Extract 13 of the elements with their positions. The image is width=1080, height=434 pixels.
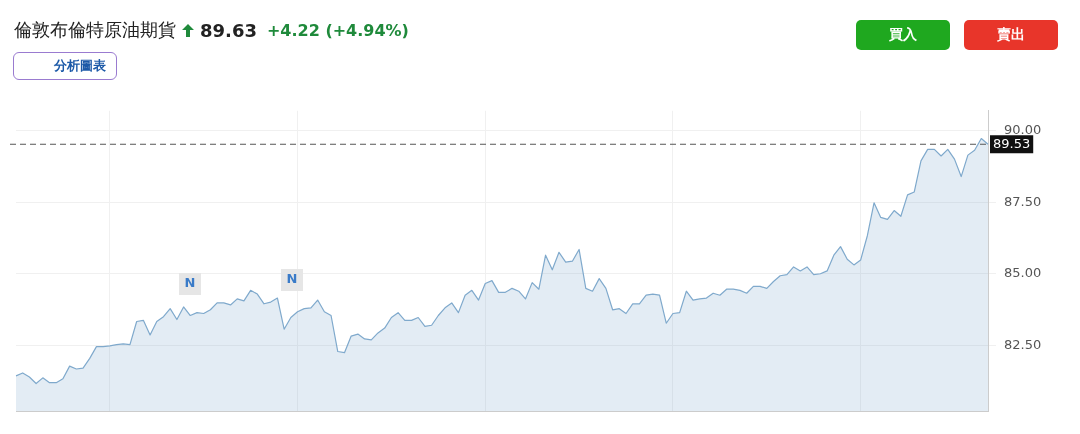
y-tick-label: 85.00 <box>1004 265 1042 281</box>
text: 買入 <box>856 20 950 50</box>
y-tick-label: 90.00 <box>1004 122 1042 138</box>
y-tick-label: 82.50 <box>1004 336 1042 352</box>
text: +4.22 (+4.94%) <box>266 20 409 40</box>
annotation: N <box>184 275 196 291</box>
chart-title: 倫敦布倫特原油期貨 <box>14 18 176 42</box>
text: 分析圖表 <box>13 52 117 80</box>
text: 89.63 <box>200 19 257 41</box>
annotation: N <box>286 271 298 287</box>
text: 賣出 <box>964 20 1058 50</box>
ref-line-label: 89.53 <box>993 135 1031 151</box>
y-tick-label: 87.50 <box>1004 193 1042 209</box>
